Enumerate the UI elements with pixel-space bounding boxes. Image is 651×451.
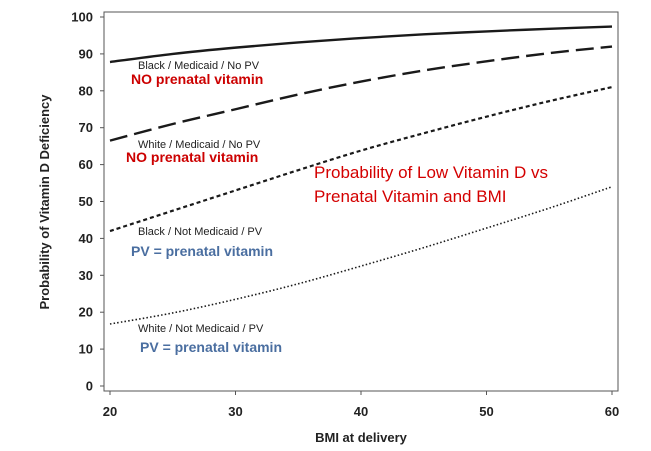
y-tick-label: 10 [79, 342, 93, 357]
x-tick-label: 20 [103, 404, 117, 419]
series-label-white-not-medicaid: White / Not Medicaid / PV [138, 323, 264, 335]
x-axis: 20 30 40 50 60 [103, 391, 619, 419]
y-tick-label: 100 [71, 10, 93, 25]
x-tick-label: 60 [605, 404, 619, 419]
x-tick-label: 40 [354, 404, 368, 419]
note-no-pv-1: NO prenatal vitamin [131, 71, 263, 87]
y-tick-label: 0 [86, 379, 93, 394]
note-no-pv-2: NO prenatal vitamin [126, 149, 258, 165]
note-pv-2: PV = prenatal vitamin [140, 339, 282, 355]
series-label-black-not-medicaid: Black / Not Medicaid / PV [138, 226, 263, 238]
y-tick-label: 50 [79, 194, 93, 209]
x-tick-label: 30 [228, 404, 242, 419]
x-tick-label: 50 [479, 404, 493, 419]
y-axis: 0 10 20 30 40 50 60 70 80 90 100 [71, 10, 104, 394]
series-label-black-medicaid: Black / Medicaid / No PV [138, 60, 260, 72]
chart-title-line-1: Probability of Low Vitamin D vs [314, 163, 548, 182]
y-tick-label: 90 [79, 46, 93, 61]
series-line-2 [109, 45, 613, 142]
chart-title-line-2: Prenatal Vitamin and BMI [314, 187, 506, 206]
y-axis-label: Probability of Vitamin D Deficiency [37, 94, 52, 310]
y-tick-label: 20 [79, 305, 93, 320]
note-pv-1: PV = prenatal vitamin [131, 243, 273, 259]
y-tick-label: 60 [79, 157, 93, 172]
series-line-1 [109, 25, 613, 64]
series-lines [109, 25, 613, 325]
series-line-3 [109, 86, 613, 233]
x-axis-label: BMI at delivery [315, 430, 408, 445]
y-tick-label: 80 [79, 83, 93, 98]
y-tick-label: 70 [79, 120, 93, 135]
plot-area [103, 11, 619, 392]
y-tick-label: 30 [79, 268, 93, 283]
series-label-white-medicaid: White / Medicaid / No PV [138, 139, 261, 151]
y-tick-label: 40 [79, 231, 93, 246]
